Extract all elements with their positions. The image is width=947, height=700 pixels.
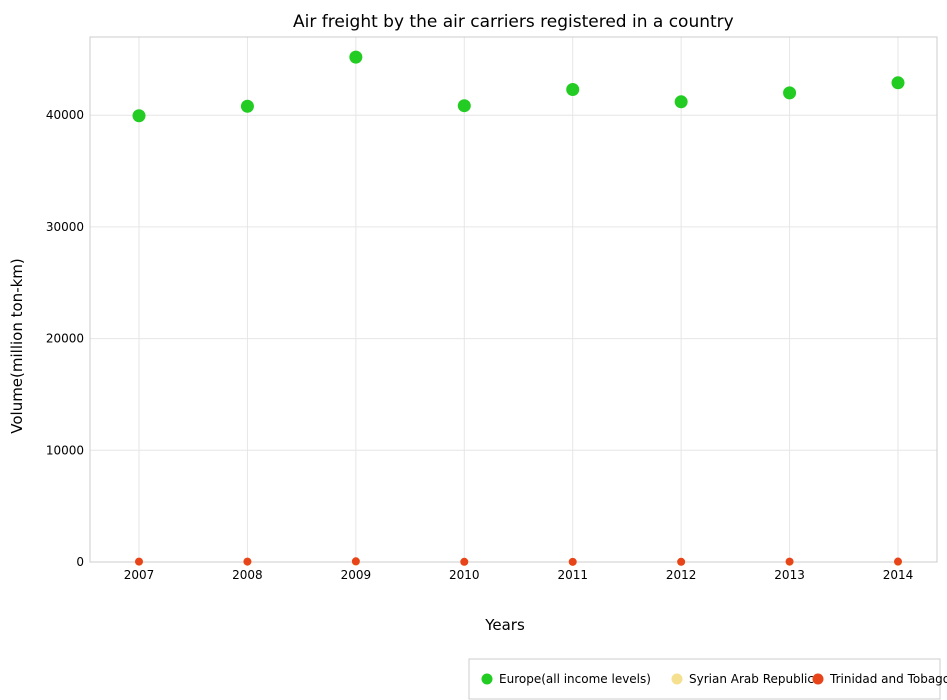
point-trinidad	[677, 557, 686, 566]
point-europe	[240, 99, 254, 113]
point-trinidad	[894, 557, 902, 566]
x-tick-label: 2011	[557, 568, 588, 582]
point-trinidad	[351, 557, 360, 566]
y-axis-label: Volume(million ton-km)	[8, 258, 26, 434]
y-tick-label: 30000	[46, 220, 84, 234]
grid	[90, 37, 937, 563]
legend: Europe(all income levels) Syrian Arab Re…	[468, 658, 947, 700]
point-trinidad	[135, 557, 143, 566]
legend-marker-trinidad	[812, 673, 824, 685]
point-europe	[349, 50, 363, 64]
legend-label-trinidad: Trinidad and Tobago	[829, 672, 947, 686]
x-tick-label: 2009	[341, 568, 372, 582]
x-tick-label: 2014	[883, 568, 914, 582]
y-tick-labels: 0 10000 20000 30000 40000	[46, 108, 84, 569]
x-tick-labels: 2007 2008 2009 2010 2011 2012 2013 2014	[124, 568, 914, 582]
point-europe	[566, 83, 580, 96]
x-tick-label: 2007	[124, 568, 155, 582]
point-trinidad	[568, 557, 577, 566]
plot-frame	[89, 36, 938, 563]
legend-marker-europe	[481, 673, 493, 685]
point-europe	[674, 95, 688, 109]
y-tick-label: 0	[76, 555, 84, 569]
y-tick-label: 10000	[46, 443, 84, 457]
point-trinidad	[785, 557, 794, 566]
y-tick-label: 40000	[46, 108, 84, 122]
legend-box	[468, 658, 941, 700]
x-tick-label: 2008	[232, 568, 263, 582]
x-tick-label: 2012	[666, 568, 697, 582]
x-tick-label: 2013	[774, 568, 805, 582]
x-tick-label: 2010	[449, 568, 480, 582]
legend-label-syria: Syrian Arab Republic	[689, 672, 814, 686]
chart-title: Air freight by the air carriers register…	[293, 12, 734, 32]
point-trinidad	[243, 557, 252, 566]
point-europe	[132, 109, 146, 123]
x-axis-label: Years	[484, 616, 525, 634]
legend-label-europe: Europe(all income levels)	[499, 672, 651, 686]
legend-marker-syria	[671, 673, 683, 685]
point-europe	[891, 76, 905, 90]
point-trinidad	[460, 557, 469, 566]
point-europe	[783, 86, 797, 100]
data-points	[132, 50, 905, 566]
point-europe	[457, 99, 471, 113]
y-tick-label: 20000	[46, 332, 84, 346]
